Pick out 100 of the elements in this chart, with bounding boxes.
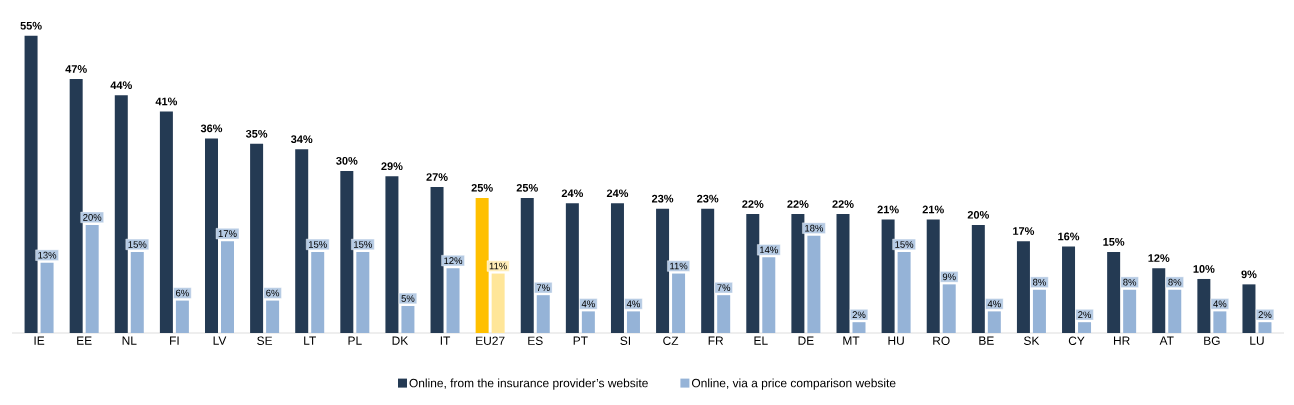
bar	[130, 251, 144, 333]
data-label: 36%	[200, 124, 223, 133]
data-label: 15%	[895, 241, 914, 248]
x-tick-label: LT	[304, 336, 316, 345]
x-tick-label: IE	[34, 336, 45, 345]
bar	[626, 311, 640, 333]
x-tick-label: PT	[573, 336, 588, 345]
data-label: 47%	[65, 65, 87, 73]
legend-label: Online, via a price comparison website	[691, 378, 896, 390]
bar	[852, 322, 866, 333]
x-tick-label: IT	[440, 336, 451, 345]
bar	[295, 149, 309, 333]
data-label: 4%	[581, 300, 595, 308]
data-label: 23%	[697, 194, 719, 203]
bar	[701, 208, 715, 333]
data-label: 44%	[110, 81, 132, 90]
data-label: 22%	[742, 200, 764, 208]
data-label: 7%	[536, 284, 550, 291]
data-label: 23%	[651, 194, 674, 203]
bar	[1016, 241, 1030, 333]
x-tick-label: BG	[1204, 336, 1220, 345]
data-label: 11%	[489, 262, 507, 270]
x-tick-label: SK	[1024, 336, 1040, 345]
bar	[1168, 289, 1182, 333]
data-label: 17%	[1013, 227, 1035, 235]
x-tick-label: ES	[528, 336, 543, 345]
bar	[942, 284, 956, 333]
data-label: 7%	[717, 284, 731, 291]
bar	[85, 224, 99, 333]
data-label: 2%	[1258, 311, 1272, 318]
bar	[987, 311, 1001, 333]
data-label: 15%	[354, 241, 372, 248]
bar	[897, 251, 911, 333]
bar	[221, 241, 234, 333]
data-label: 24%	[606, 189, 629, 198]
bar	[565, 203, 579, 333]
x-tick-label: AT	[1159, 336, 1174, 345]
x-tick-label: BE	[979, 336, 994, 345]
bar	[926, 219, 940, 333]
data-label: 22%	[832, 200, 854, 208]
data-label: 8%	[1168, 278, 1182, 286]
x-tick-label: PL	[348, 336, 362, 345]
bar	[971, 224, 985, 333]
x-tick-label: SE	[257, 336, 273, 345]
data-label: 6%	[266, 289, 280, 297]
bar	[610, 203, 624, 333]
data-label: 17%	[218, 230, 237, 237]
bar	[1197, 278, 1211, 333]
data-label: 22%	[787, 200, 809, 208]
data-label: 21%	[877, 205, 899, 214]
bar	[250, 143, 264, 333]
bar	[881, 219, 895, 333]
data-label: 2%	[1078, 311, 1092, 318]
bar	[69, 79, 83, 333]
data-label: 8%	[1033, 278, 1046, 286]
data-label: 4%	[626, 300, 640, 308]
x-tick-label: CY	[1068, 336, 1085, 345]
data-label: 12%	[1148, 254, 1170, 262]
data-label: 25%	[516, 183, 538, 192]
data-label: 30%	[336, 156, 358, 165]
data-label: 55%	[20, 21, 42, 30]
bar	[717, 295, 731, 333]
bar	[114, 95, 128, 333]
data-label: 27%	[426, 173, 448, 181]
data-label: 12%	[444, 257, 463, 264]
bar	[672, 273, 686, 333]
data-label: 11%	[670, 262, 688, 270]
x-tick-label: FR	[708, 336, 724, 345]
x-tick-label: CZ	[663, 336, 679, 345]
x-tick-label: DE	[798, 336, 814, 345]
x-tick-label: SI	[620, 336, 631, 345]
bar	[1032, 289, 1046, 333]
bar	[311, 251, 325, 333]
x-tick-label: DK	[392, 336, 409, 345]
bar	[430, 187, 444, 333]
bar	[1078, 322, 1092, 333]
bar	[1213, 311, 1227, 333]
x-tick-label: EL	[754, 336, 768, 345]
data-label: 35%	[245, 129, 268, 138]
bar	[385, 176, 399, 333]
bar	[24, 35, 38, 333]
bar	[1123, 289, 1137, 333]
x-tick-label: FI	[170, 336, 179, 345]
x-tick-label: MT	[843, 336, 860, 345]
bar	[266, 300, 280, 333]
data-label: 25%	[471, 183, 493, 192]
data-label: 15%	[1103, 238, 1125, 246]
legend-label: Online, from the insurance provider’s website	[409, 378, 648, 390]
bar	[746, 214, 760, 333]
data-label: 41%	[155, 97, 178, 106]
data-label: 14%	[760, 246, 778, 254]
data-label: 15%	[128, 241, 147, 248]
x-tick-label: LU	[1250, 336, 1264, 345]
data-label: 16%	[1058, 232, 1080, 241]
bar	[520, 197, 534, 333]
bar	[1107, 251, 1121, 333]
data-label: 29%	[381, 162, 403, 171]
bar	[446, 268, 460, 333]
x-tick-label: RO	[933, 336, 950, 345]
data-label: 9%	[942, 273, 956, 281]
